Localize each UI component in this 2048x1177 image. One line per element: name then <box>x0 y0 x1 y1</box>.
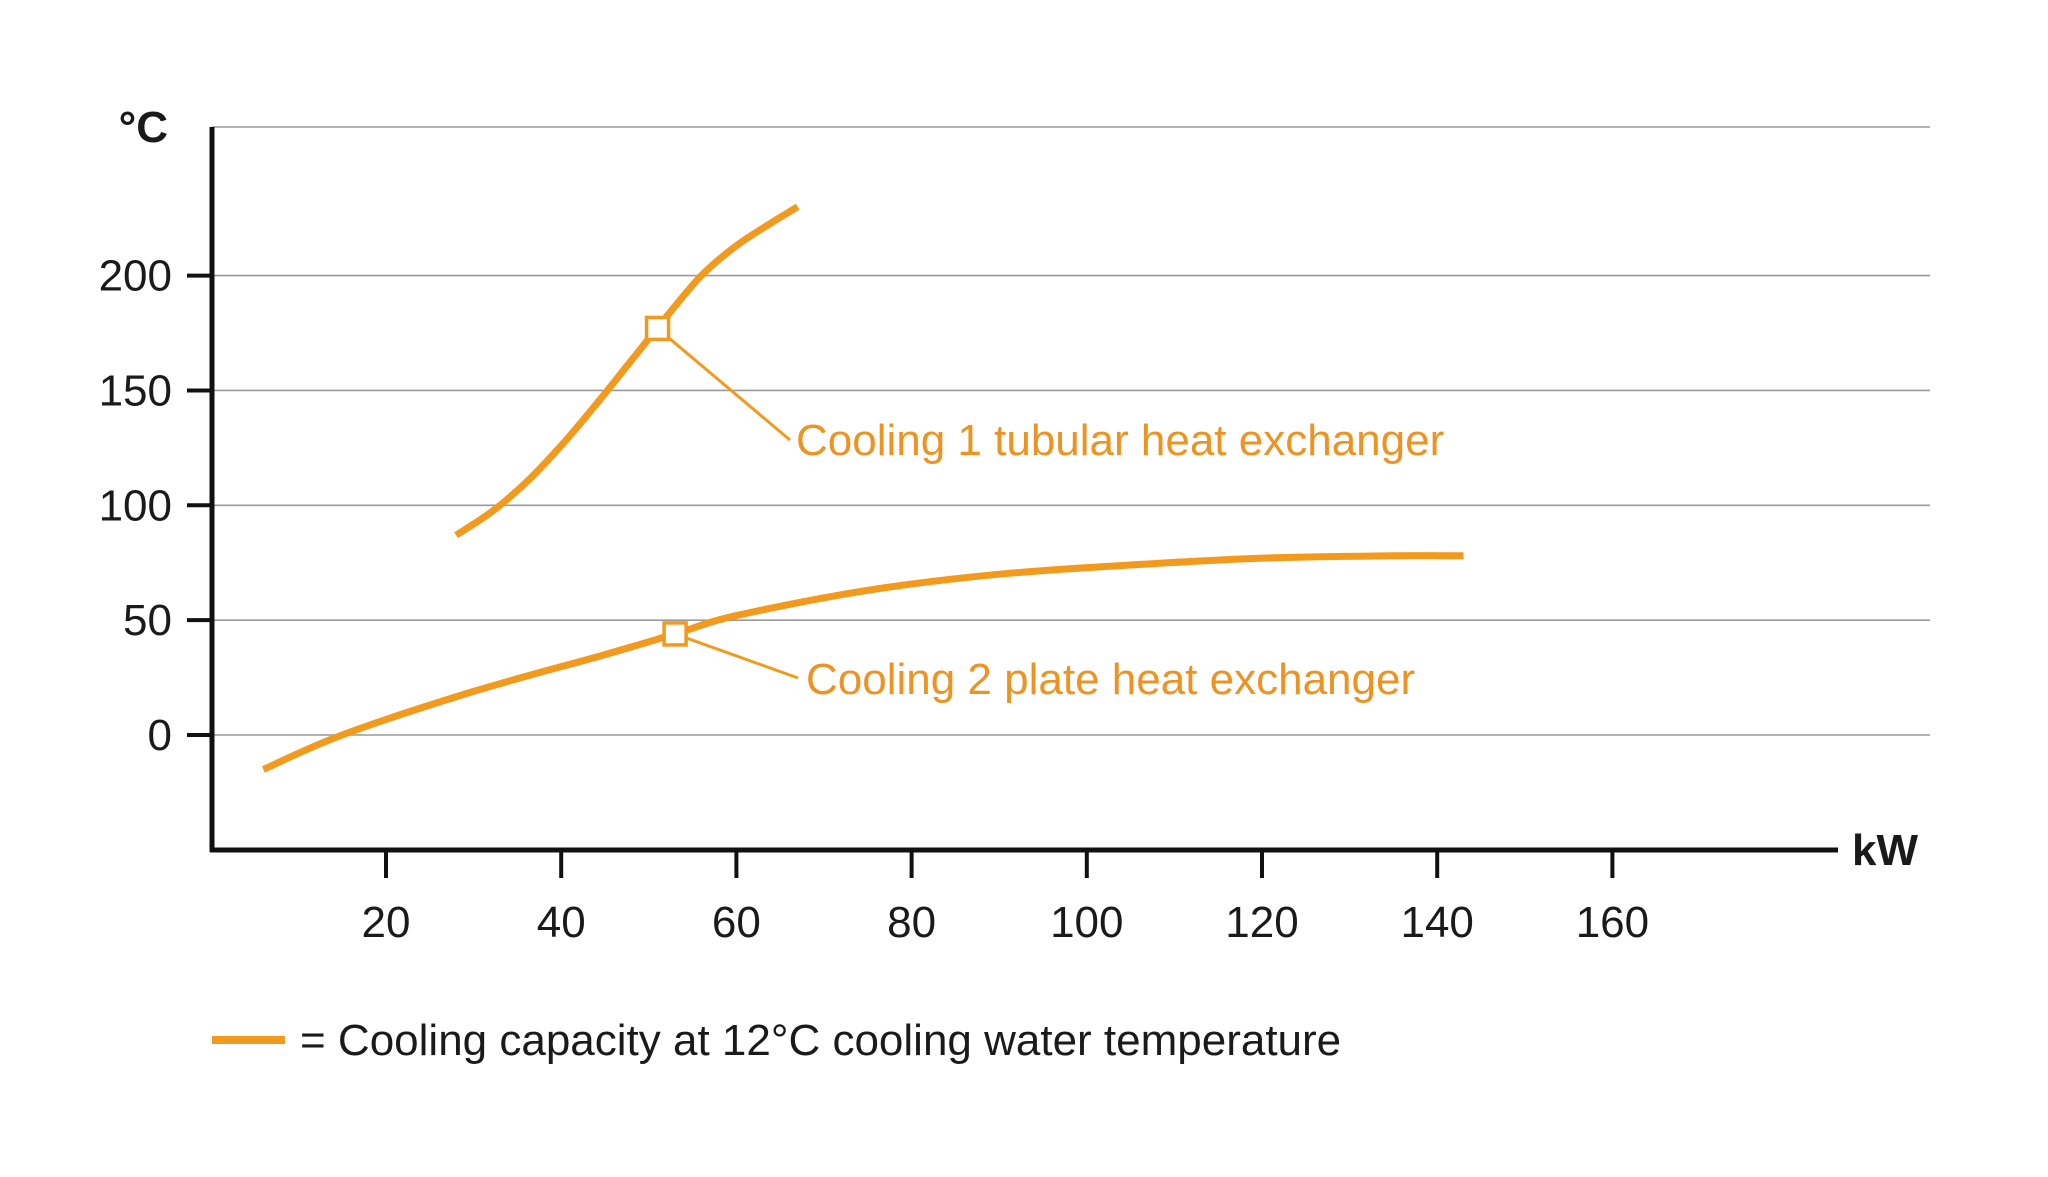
x-tick-label-20: 20 <box>362 898 411 947</box>
series-line-1 <box>454 203 800 539</box>
marker-square-1 <box>644 315 671 342</box>
series-label-2: Cooling 2 plate heat exchanger <box>806 655 1415 704</box>
series-group <box>261 203 1464 773</box>
x-tick-label-140: 140 <box>1400 898 1473 947</box>
y-tick-label-150: 150 <box>99 366 172 415</box>
x-tick-label-120: 120 <box>1225 898 1298 947</box>
y-tick-label-0: 0 <box>148 711 172 760</box>
x-tick-label-40: 40 <box>537 898 586 947</box>
series-label-1: Cooling 1 tubular heat exchanger <box>796 416 1444 465</box>
y-tick-label-100: 100 <box>99 481 172 530</box>
x-tick-label-80: 80 <box>887 898 936 947</box>
leader-line-1 <box>656 327 791 442</box>
marker-square-2 <box>662 621 688 647</box>
series-line-2 <box>261 552 1464 773</box>
y-axis-unit-label: °C <box>119 103 168 152</box>
annotations-group: Cooling 1 tubular heat exchanger Cooling … <box>644 315 1444 704</box>
legend: = Cooling capacity at 12°C cooling water… <box>212 1016 1341 1065</box>
x-tick-label-100: 100 <box>1050 898 1123 947</box>
legend-text: = Cooling capacity at 12°C cooling water… <box>300 1016 1341 1065</box>
axes-group: °C kW <box>119 103 1919 875</box>
x-tick-label-60: 60 <box>712 898 761 947</box>
y-tick-label-50: 50 <box>123 596 172 645</box>
y-tick-label-200: 200 <box>99 252 172 301</box>
x-tick-label-160: 160 <box>1576 898 1649 947</box>
leader-line-2 <box>674 632 799 680</box>
tick-group: 20 40 60 80 100 120 140 160 0 50 100 150 200 <box>99 252 1650 947</box>
x-axis-unit-label: kW <box>1852 826 1918 875</box>
